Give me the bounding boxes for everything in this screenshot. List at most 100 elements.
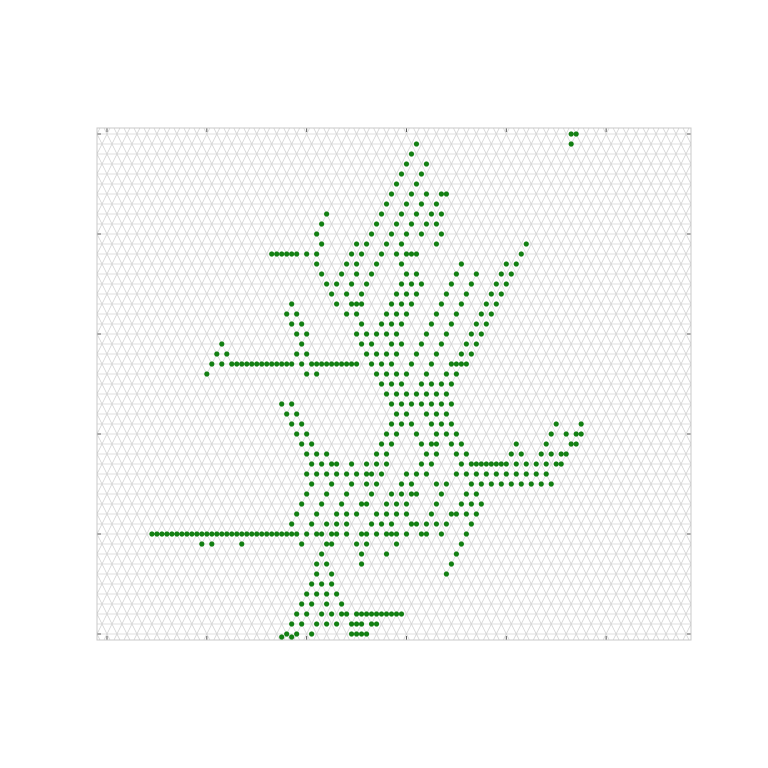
cluster-point [219, 361, 225, 367]
cluster-point [289, 361, 295, 367]
cluster-point [428, 461, 435, 467]
grid-line-diagonal-down [97, 373, 231, 640]
cluster-point [518, 451, 524, 457]
cluster-point [543, 461, 549, 467]
cluster-point [314, 571, 320, 577]
cluster-point [483, 461, 489, 467]
cluster-point [423, 331, 430, 337]
cluster-point [378, 381, 385, 387]
cluster-point [433, 451, 440, 457]
cluster-point [294, 611, 300, 617]
cluster-point [468, 501, 474, 507]
cluster-point [403, 511, 410, 517]
cluster-point [458, 501, 464, 507]
cluster-point [523, 471, 529, 477]
grid-line-diagonal-down [183, 128, 440, 640]
cluster-point [334, 521, 340, 527]
cluster-point [433, 481, 440, 487]
grid-line-diagonal-down [97, 313, 261, 640]
grid-line-diagonal-up [0, 114, 47, 654]
grid-line-diagonal-up [0, 114, 87, 654]
cluster-point [363, 631, 370, 637]
cluster-point [378, 321, 385, 327]
cluster-point [239, 361, 245, 367]
cluster-point [418, 171, 425, 177]
cluster-point [408, 251, 415, 257]
cluster-point [478, 501, 484, 507]
cluster-point [343, 531, 350, 537]
grid-line-diagonal-down [153, 128, 410, 640]
cluster-point [403, 371, 410, 377]
cluster-point [383, 611, 390, 617]
cluster-point [443, 481, 450, 487]
cluster-point [388, 361, 395, 367]
cluster-point [159, 531, 165, 537]
cluster-point [488, 481, 494, 487]
cluster-point [398, 301, 405, 307]
cluster-point [324, 601, 330, 607]
cluster-point [314, 591, 320, 597]
cluster-point [373, 221, 380, 227]
grid-line-diagonal-down [512, 128, 691, 485]
cluster-point [334, 621, 340, 627]
cluster-point [408, 491, 415, 497]
cluster-point [563, 431, 569, 437]
cluster-point [353, 361, 360, 367]
cluster-point [184, 531, 190, 537]
cluster-point [294, 411, 300, 417]
cluster-point [309, 581, 315, 587]
grid-line-diagonal-down [572, 128, 691, 365]
cluster-point [453, 311, 459, 317]
cluster-point [269, 251, 275, 257]
cluster-point [458, 301, 464, 307]
cluster-point [443, 391, 450, 397]
cluster-point [383, 431, 390, 437]
cluster-point [463, 451, 469, 457]
cluster-point [458, 361, 464, 367]
cluster-point [358, 561, 365, 567]
cluster-point [403, 311, 410, 317]
cluster-point [353, 621, 360, 627]
cluster-point [423, 221, 430, 227]
cluster-point [473, 491, 479, 497]
cluster-point [368, 361, 375, 367]
grid-line-diagonal-down [193, 128, 450, 640]
cluster-point [433, 241, 440, 247]
cluster-point [373, 621, 380, 627]
cluster-point [204, 371, 210, 377]
grid-line-diagonal-down [243, 128, 500, 640]
cluster-point [408, 301, 415, 307]
cluster-point [378, 471, 385, 477]
cluster-point [548, 451, 554, 457]
cluster-point [513, 441, 519, 447]
grid-line-diagonal-down [343, 128, 600, 640]
cluster-point [418, 281, 425, 287]
cluster-point [443, 431, 450, 437]
cluster-point [363, 481, 370, 487]
cluster-point [383, 311, 390, 317]
grid-line-diagonal-down [696, 114, 768, 654]
cluster-point [204, 531, 210, 537]
grid-line-diagonal-down [97, 273, 281, 640]
cluster-point [329, 571, 335, 577]
cluster-point [299, 421, 305, 427]
cluster-point [319, 221, 325, 227]
cluster-point [388, 441, 395, 447]
cluster-point [448, 401, 454, 407]
grid-line-diagonal-down [97, 353, 241, 640]
cluster-point [463, 531, 469, 537]
cluster-point [428, 421, 435, 427]
cluster-point [319, 581, 325, 587]
cluster-point [468, 281, 474, 287]
cluster-point [493, 281, 499, 287]
grid-line-diagonal-down [0, 114, 97, 654]
cluster-point [383, 511, 390, 517]
cluster-point [458, 441, 464, 447]
cluster-point [368, 341, 375, 347]
cluster-point [393, 411, 400, 417]
cluster-point [438, 491, 445, 497]
cluster-point [284, 411, 290, 417]
cluster-point [408, 191, 415, 197]
cluster-point [378, 611, 385, 617]
